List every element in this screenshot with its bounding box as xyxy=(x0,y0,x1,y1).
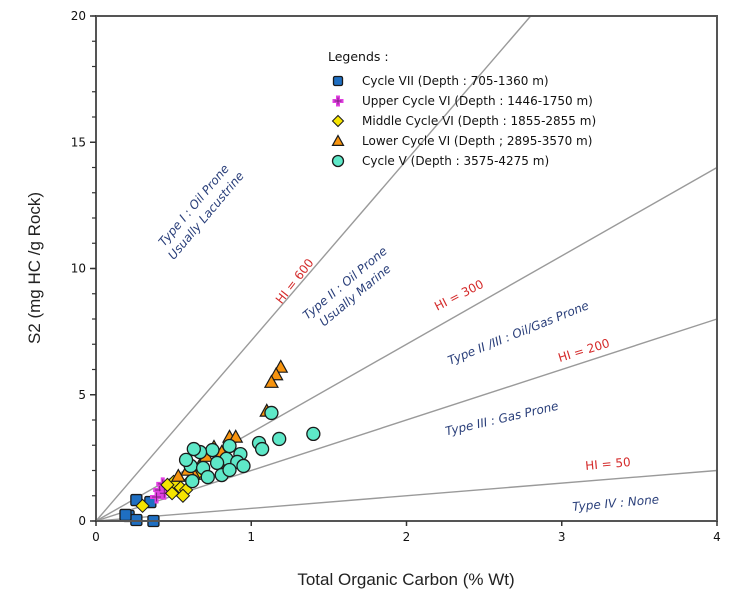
data-point-diamond xyxy=(135,498,150,514)
y-axis-title: S2 (mg HC /g Rock) xyxy=(25,192,44,344)
hi-label: HI = 50 xyxy=(585,455,632,473)
data-point-circle xyxy=(200,469,215,485)
data-point-triangle xyxy=(170,468,186,482)
data-point-diamond xyxy=(175,488,191,503)
data-point-circle xyxy=(254,441,270,457)
region-annotation: Type III : Gas Prone xyxy=(444,399,560,439)
data-point-circle xyxy=(222,462,237,478)
x-tick-label: 0 xyxy=(92,530,100,544)
x-axis-title: Total Organic Carbon (% Wt) xyxy=(297,570,514,589)
region-annotation: Type I : Oil ProneUsually Lacustrine xyxy=(153,159,247,263)
data-point-cross-inner xyxy=(152,492,162,502)
region-annotation: Type II : Oil ProneUsually Marine xyxy=(300,244,400,335)
y-tick-label: 10 xyxy=(71,262,86,276)
data-point-square xyxy=(119,508,132,522)
series-4 xyxy=(178,405,321,489)
legend: Legends : Cycle VII (Depth : 705-1360 m)… xyxy=(328,49,596,168)
legend-marker-diamond xyxy=(331,114,345,128)
data-point-circle xyxy=(222,438,237,454)
y-tick-label: 5 xyxy=(78,388,86,402)
region-annotation-line: Type IV : None xyxy=(572,492,660,514)
legend-label: Middle Cycle VI (Depth : 1855-2855 m) xyxy=(362,114,596,128)
legend-marker-triangle xyxy=(331,134,345,146)
data-point-circle xyxy=(185,473,200,489)
x-tick-label: 4 xyxy=(713,530,721,544)
region-annotation: Type IV : None xyxy=(572,492,660,514)
data-point-diamond xyxy=(160,477,175,493)
legend-title: Legends : xyxy=(328,49,389,64)
legend-label: Cycle VII (Depth : 705-1360 m) xyxy=(362,74,549,88)
data-point-circle xyxy=(186,441,201,457)
data-point-triangle xyxy=(228,429,244,443)
reference-line-200 xyxy=(95,318,718,522)
data-point-circle xyxy=(205,442,220,458)
reference-line-600 xyxy=(95,15,532,522)
data-point-triangle xyxy=(273,359,289,373)
legend-marker-cross-inner xyxy=(334,97,342,105)
data-points xyxy=(119,359,321,528)
data-point-circle xyxy=(264,405,279,421)
legend-label: Cycle V (Depth : 3575-4275 m) xyxy=(362,154,549,168)
data-point-circle xyxy=(272,431,287,447)
x-tick-label: 2 xyxy=(403,530,411,544)
data-point-triangle xyxy=(268,366,284,381)
hi-label: HI = 200 xyxy=(556,336,611,365)
data-point-circle xyxy=(178,452,194,468)
y-tick-label: 20 xyxy=(71,9,86,23)
data-point-square xyxy=(130,513,143,527)
data-point-triangle xyxy=(263,374,279,388)
data-point-circle xyxy=(209,455,225,471)
legend-label: Upper Cycle VI (Depth : 1446-1750 m) xyxy=(362,94,593,108)
region-annotation-line: Type III : Gas Prone xyxy=(444,399,560,439)
data-point-circle xyxy=(236,458,251,474)
x-tick-label: 3 xyxy=(558,530,566,544)
reference-line-50 xyxy=(95,469,718,522)
hi-label: HI = 600 xyxy=(273,256,317,307)
y-tick-label: 0 xyxy=(78,514,86,528)
legend-label: Lower Cycle VI (Depth ; 2895-3570 m) xyxy=(362,134,592,148)
legend-marker-square xyxy=(332,75,344,87)
ticks: 0 1 2 3 4 0 5 10 15 20 xyxy=(71,9,721,544)
x-tick-label: 1 xyxy=(247,530,255,544)
data-point-circle xyxy=(306,426,321,442)
hi-label: HI = 300 xyxy=(432,277,486,314)
legend-marker-circle xyxy=(331,154,345,168)
y-tick-label: 15 xyxy=(71,135,86,149)
